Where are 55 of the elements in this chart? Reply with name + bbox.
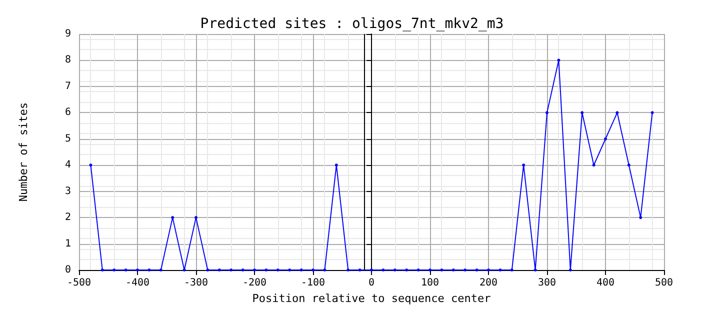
- point: [522, 164, 526, 167]
- point: [592, 164, 596, 167]
- x-tick-label: 500: [654, 278, 674, 288]
- point: [650, 111, 654, 114]
- y-tick-label: 1: [64, 238, 71, 250]
- y-tick-label: 6: [64, 107, 71, 118]
- chart-title: Predicted sites : oligos_7nt_mkv2_m3: [200, 16, 504, 32]
- x-tick-label: 100: [420, 278, 440, 288]
- y-tick-label: 5: [64, 133, 71, 144]
- point: [264, 268, 268, 272]
- point: [498, 268, 502, 272]
- y-tick-label: 0: [64, 264, 71, 276]
- y-tick-label: 8: [64, 54, 71, 66]
- point: [148, 268, 151, 272]
- point: [241, 268, 244, 272]
- point: [534, 268, 537, 272]
- x-tick-label: -300: [184, 278, 208, 288]
- point: [546, 111, 548, 114]
- point: [300, 268, 303, 272]
- x-tick-label: 200: [479, 278, 498, 288]
- line-series: [89, 58, 654, 272]
- point: [358, 268, 362, 272]
- x-tick-label: -100: [300, 278, 326, 288]
- point: [323, 268, 326, 272]
- point: [604, 137, 607, 140]
- point: [616, 111, 619, 114]
- y-tick-label: 3: [64, 186, 71, 197]
- point: [416, 268, 420, 272]
- x-tick-label: -400: [125, 278, 150, 288]
- point: [475, 268, 478, 272]
- x-tick-label: -500: [66, 278, 92, 288]
- point: [171, 216, 174, 220]
- y-tick-label: 2: [64, 212, 71, 224]
- point: [206, 268, 210, 272]
- x-tick-label: 0: [368, 278, 375, 288]
- point: [89, 164, 92, 167]
- point: [182, 268, 186, 272]
- point: [568, 268, 572, 272]
- x-tick-label: 300: [538, 278, 556, 288]
- point: [382, 268, 385, 272]
- x-axis-title: Position relative to sequence center: [252, 292, 492, 305]
- y-tick-label: 4: [64, 160, 71, 171]
- y-axis-title: Number of sites: [17, 102, 30, 202]
- x-tick-label: -200: [242, 278, 267, 288]
- point: [334, 164, 338, 167]
- y-tick-label: 7: [64, 80, 71, 92]
- point: [557, 58, 560, 62]
- y-tick-label: 9: [64, 28, 71, 40]
- point: [639, 216, 642, 220]
- x-tick-label: 400: [596, 278, 615, 288]
- point: [124, 268, 128, 272]
- point: [440, 268, 444, 272]
- point: [627, 164, 630, 167]
- point: [100, 268, 104, 272]
- point: [580, 111, 584, 114]
